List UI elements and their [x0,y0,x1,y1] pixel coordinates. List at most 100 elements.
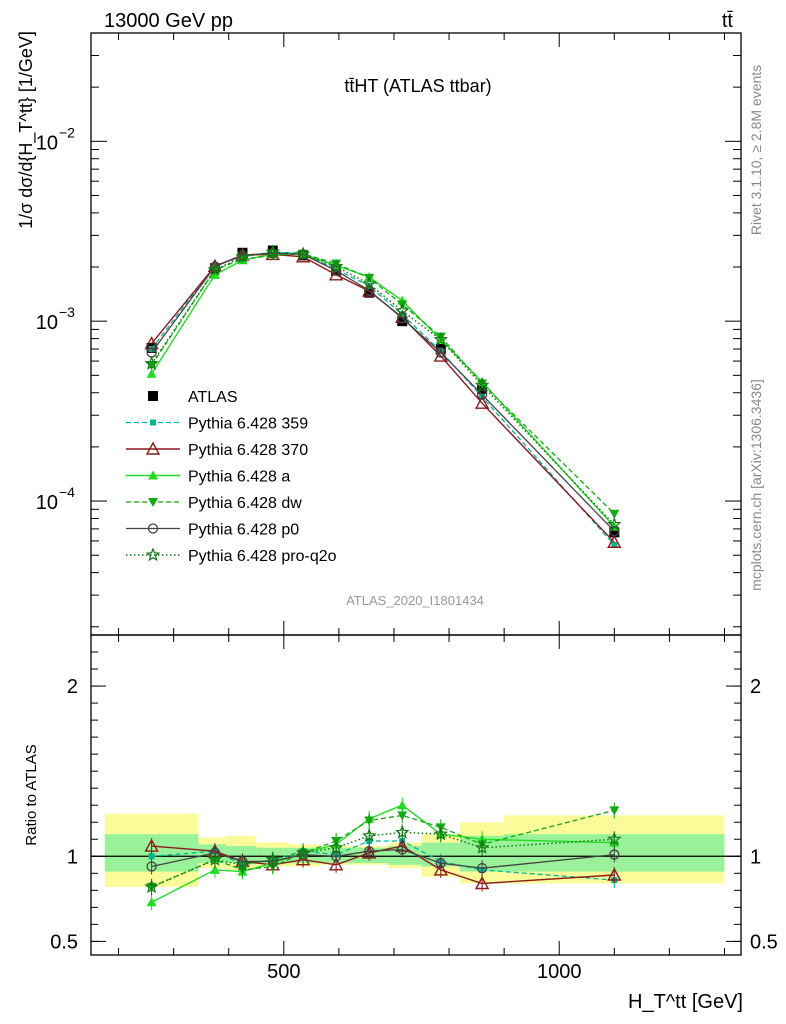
ratio-data-point [364,846,375,857]
x-axis-label: H_T^tt [GeV] [628,991,743,1013]
main-data-point [146,368,157,378]
main-data-point [435,347,446,358]
ratio-data-point [397,844,408,855]
ratio-data-point [144,838,159,852]
ratio-data-point [144,879,159,894]
main-data-point [237,247,248,258]
main-data-point [433,331,449,346]
main-data-point [474,395,490,409]
legend-entry: Pythia 6.428 359 [188,416,308,433]
main-data-point [361,283,377,297]
legend-entry: ATLAS [188,389,238,406]
main-data-point [209,261,221,272]
ratio-data-point [146,861,157,872]
main-series [146,247,620,537]
ratio-data-point [609,849,620,860]
ratio-y-axis-label: Ratio to ATLAS [23,744,40,845]
main-data-point [295,246,311,261]
main-series [144,244,622,531]
ratio-data-point [209,864,220,874]
main-data-point [235,249,250,263]
main-data-point [394,303,410,318]
y-tick-label: 10 [36,312,58,334]
ratio-data-point [433,862,448,876]
ratio-y-tick-label-right: 1 [750,846,761,868]
y-tick-exponent: −2 [59,124,75,140]
legend: ATLAS Pythia 6.428 359 Pythia 6.428 370 Pyt… [126,389,337,565]
main-data-point [607,534,622,548]
main-data-point [435,332,446,342]
main-data-point [477,383,488,394]
ratio-frame [90,634,742,956]
legend-marker [150,419,156,426]
ratio-data-point [265,852,281,866]
ratio-data-point [364,816,375,826]
ratio-y-tick-label: 2 [67,676,78,698]
ratio-data-point [609,806,620,816]
main-data-point [328,258,344,273]
header-right: tt̄ [722,10,734,32]
legend-entry: Pythia 6.428 p0 [188,522,299,539]
ratio-data-point [235,857,250,871]
ratio-series-line [151,809,615,888]
ratio-y-tick-label: 0.5 [50,931,78,953]
main-data-point [144,336,159,350]
legend-marker [148,498,158,507]
legend-entry: Pythia 6.428 370 [188,442,308,459]
legend-marker [145,441,161,455]
ratio-data-point [397,800,408,810]
main-data-point [331,259,342,269]
main-data-point [265,244,281,259]
legend-entry: Pythia 6.428 pro-q2o [188,548,337,565]
main-y-axis-label: 1/σ dσ/d{H_T^tt} [1/GeV] [16,31,37,229]
x-tick-label: 1000 [537,961,582,983]
ratio-data-point [148,853,155,860]
ratio-y-tick-label-right: 0.5 [750,931,778,953]
ratio-data-point [295,852,311,866]
chart-title: tt̄HT (ATLAS ttbar) [344,76,491,96]
main-series-line [151,252,615,532]
y-tick-exponent: −3 [59,304,75,320]
main-data-point [144,356,159,370]
ratio-data-point [295,845,311,860]
main-data-point [364,287,375,298]
x-tick-label: 500 [267,961,300,983]
ratio-data-point [474,876,490,890]
ratio-data-point [361,828,377,843]
ratio-data-point [474,840,490,854]
main-data-point [474,377,490,392]
legend-marker [148,470,158,480]
main-data-point [267,247,278,259]
y-tick-label: 10 [36,492,58,514]
main-data-point [207,262,223,277]
analysis-label: ATLAS_2020_I1801434 [346,593,484,608]
ratio-data-point [146,897,157,907]
main-data-point [609,527,620,538]
rivet-label: Rivet 3.1.10, ≥ 2.8M events [748,65,764,235]
ratio-data-point [394,824,410,839]
ratio-series [144,824,622,895]
ratio-data-point [607,867,622,881]
ratio-y-tick-label: 1 [67,846,78,868]
ratio-data-point [328,857,344,871]
ratio-data-point [328,840,344,854]
main-data-point [611,541,618,548]
main-data-point [399,311,406,318]
ratio-data-point [397,811,408,821]
legend-entry: Pythia 6.428 dw [188,495,302,512]
main-data-point [330,265,342,276]
ratio-data-point [607,831,622,846]
ratio-y-tick-label-right: 2 [750,676,761,698]
header-left: 13000 GeV pp [104,10,233,32]
legend-marker [147,523,159,534]
main-data-point [146,361,157,371]
main-data-point [607,516,622,531]
ratio-data-point [476,863,488,874]
main-data-point [397,316,408,327]
main-series-line [150,251,615,526]
main-series-line [151,253,615,515]
mcplots-label: mcplots.cern.ch [arXiv:1306.3436] [748,379,764,591]
main-data-point [361,276,377,291]
main-data-point [609,509,620,519]
